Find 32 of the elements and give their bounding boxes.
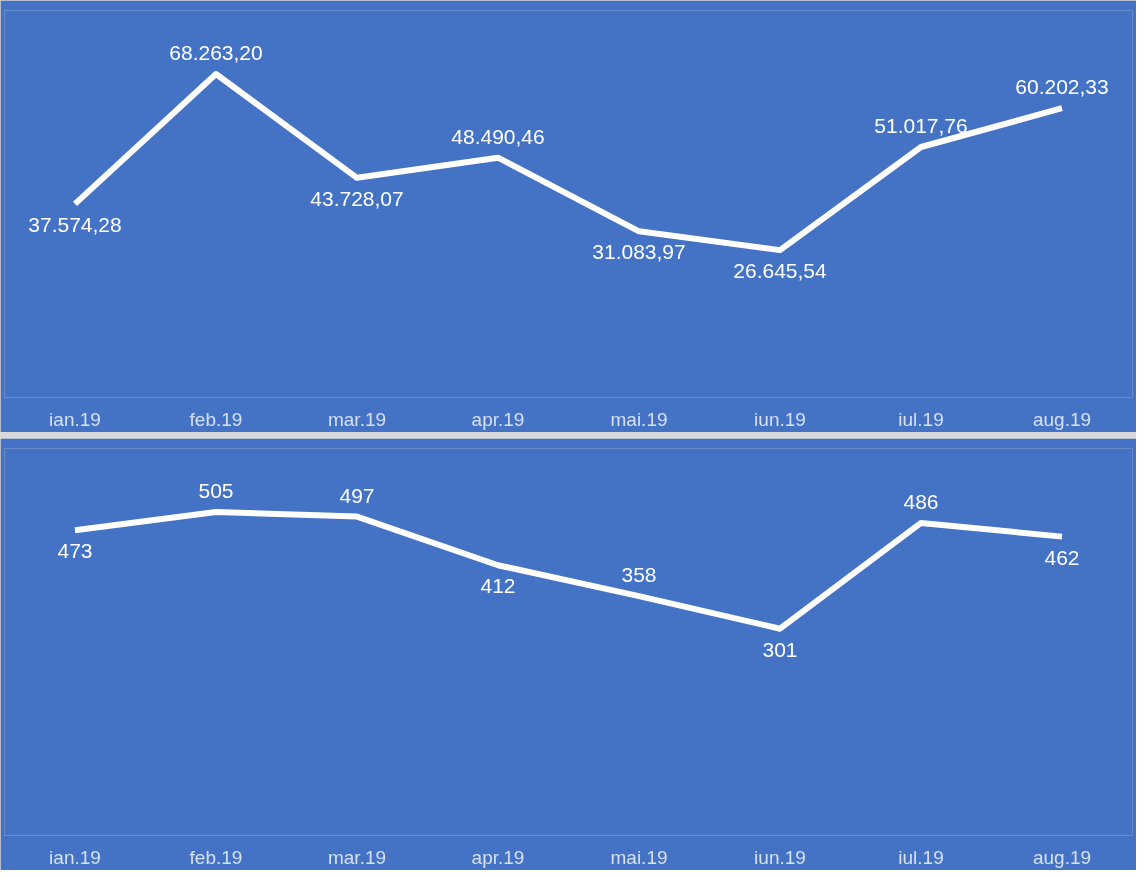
x-tick-label: mai.19: [610, 408, 668, 430]
data-label: 37.574,28: [28, 212, 122, 236]
x-tick-label: feb.19: [189, 408, 243, 430]
x-tick-label: ian.19: [49, 846, 101, 868]
x-tick-label: aug.19: [1032, 846, 1092, 868]
data-label: 358: [621, 563, 657, 587]
data-label: 26.645,54: [733, 259, 828, 283]
data-label: 412: [480, 574, 516, 598]
data-label: 462: [1044, 545, 1080, 569]
x-tick-label: apr.19: [471, 408, 525, 430]
x-tick-label: mai.19: [610, 846, 668, 868]
x-tick-label: aug.19: [1032, 408, 1092, 430]
x-tick-label: apr.19: [471, 846, 525, 868]
data-label: 68.263,20: [169, 41, 263, 65]
x-tick-label: iul.19: [898, 846, 944, 868]
data-label: 497: [339, 483, 375, 507]
data-label: 31.083,97: [592, 240, 686, 264]
data-label: 473: [57, 539, 93, 563]
data-label: 48.490,46: [451, 124, 545, 148]
x-tick-label: feb.19: [189, 846, 243, 868]
data-label: 505: [198, 479, 234, 503]
x-tick-label: ian.19: [49, 408, 101, 430]
x-tick-label: iun.19: [754, 846, 806, 868]
data-label: 51.017,76: [874, 114, 968, 137]
data-label: 301: [762, 637, 798, 661]
x-tick-label: iul.19: [898, 408, 944, 430]
data-label: 486: [903, 489, 939, 513]
x-tick-label: mar.19: [327, 408, 387, 430]
data-label: 43.728,07: [310, 186, 404, 210]
data-label: 60.202,33: [1015, 75, 1109, 99]
x-tick-label: mar.19: [327, 846, 387, 868]
x-tick-label: iun.19: [754, 408, 806, 430]
